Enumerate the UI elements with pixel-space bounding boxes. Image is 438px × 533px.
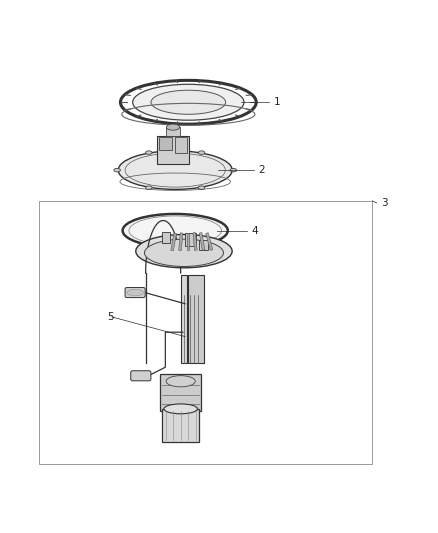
Text: 3: 3 bbox=[381, 198, 388, 208]
Ellipse shape bbox=[230, 168, 237, 172]
Bar bbox=[162, 232, 170, 243]
FancyBboxPatch shape bbox=[125, 287, 145, 297]
Ellipse shape bbox=[114, 168, 120, 172]
Bar bbox=[171, 233, 177, 251]
FancyBboxPatch shape bbox=[131, 371, 151, 381]
Ellipse shape bbox=[198, 186, 205, 189]
Bar bbox=[180, 275, 187, 363]
Bar bbox=[179, 233, 183, 251]
Bar bbox=[157, 136, 189, 164]
Bar bbox=[159, 138, 172, 150]
Bar bbox=[193, 233, 197, 251]
Bar bbox=[162, 409, 199, 442]
Ellipse shape bbox=[125, 215, 226, 247]
Ellipse shape bbox=[145, 151, 152, 155]
Bar bbox=[188, 275, 204, 363]
Bar bbox=[199, 232, 205, 251]
Text: 4: 4 bbox=[252, 225, 258, 236]
Bar bbox=[206, 233, 213, 251]
Ellipse shape bbox=[166, 376, 195, 387]
Ellipse shape bbox=[145, 239, 223, 266]
Ellipse shape bbox=[198, 151, 205, 155]
Ellipse shape bbox=[118, 151, 232, 189]
Ellipse shape bbox=[151, 90, 226, 114]
Bar bbox=[199, 240, 208, 249]
Ellipse shape bbox=[127, 289, 144, 296]
Bar bbox=[185, 233, 196, 246]
Text: 5: 5 bbox=[107, 312, 114, 322]
Ellipse shape bbox=[136, 235, 232, 268]
Text: 1: 1 bbox=[274, 97, 280, 107]
Bar bbox=[166, 127, 180, 136]
Bar bbox=[160, 374, 201, 411]
Text: 2: 2 bbox=[258, 165, 265, 175]
Bar bbox=[187, 233, 189, 251]
Ellipse shape bbox=[166, 124, 180, 130]
Bar bbox=[39, 201, 372, 464]
Bar bbox=[175, 138, 187, 153]
Ellipse shape bbox=[164, 404, 198, 414]
Ellipse shape bbox=[145, 186, 152, 189]
Ellipse shape bbox=[133, 84, 244, 120]
